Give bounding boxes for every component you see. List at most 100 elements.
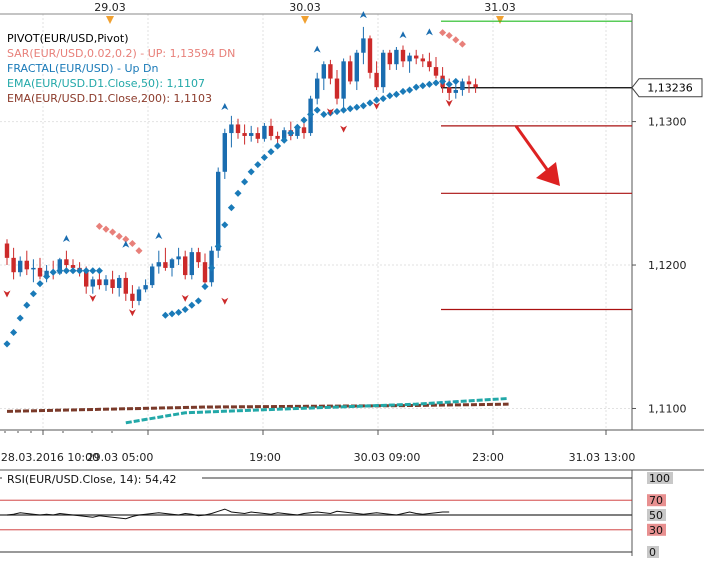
- candle-body: [249, 133, 254, 136]
- candle-body: [414, 55, 419, 59]
- candle-body: [97, 279, 102, 286]
- rsi-scale-label: 100: [649, 472, 670, 485]
- rsi-line: [6, 508, 450, 520]
- sar-dot: [82, 267, 90, 275]
- fractal-down-icon: [340, 125, 348, 133]
- fractal-down-icon: [3, 290, 11, 298]
- forecast-arrowhead-icon: [536, 162, 560, 186]
- sar-dot: [76, 267, 84, 275]
- price-tick-label: 1,1100: [648, 402, 687, 415]
- sar-dot: [333, 108, 341, 116]
- fractal-down-icon: [326, 108, 334, 116]
- sar-dot: [366, 99, 374, 107]
- sar-dot: [406, 86, 414, 94]
- rsi-scale-label: 70: [649, 494, 663, 507]
- sar-dot: [188, 301, 196, 309]
- candle-body: [31, 267, 36, 270]
- sar-dot: [62, 267, 70, 275]
- sar-dot: [267, 148, 275, 156]
- indicator-legend-entry: PIVOT(EUR/USD,Pivot): [7, 32, 129, 45]
- candle-body: [427, 61, 432, 68]
- candle-body: [136, 289, 142, 301]
- sar-dot: [280, 136, 288, 144]
- sar-dot: [95, 222, 103, 230]
- rsi-scale-badge: [647, 546, 659, 558]
- sar-dot: [181, 305, 189, 314]
- sar-dot: [36, 280, 44, 288]
- sar-dot: [452, 77, 460, 85]
- candle-body: [341, 61, 346, 99]
- candle-body: [328, 64, 333, 79]
- sar-dot: [227, 204, 235, 212]
- sar-dot: [307, 110, 315, 118]
- candle-body: [315, 78, 320, 99]
- sar-dot: [386, 92, 394, 100]
- sar-dot: [274, 142, 282, 150]
- candle-body: [381, 52, 386, 88]
- sar-dot: [313, 106, 321, 114]
- candle-body: [216, 171, 221, 251]
- fractal-down-icon: [89, 294, 97, 302]
- fractal-down-icon: [181, 294, 189, 302]
- candle-body: [282, 130, 287, 139]
- candle-body: [367, 38, 373, 73]
- sar-dot: [56, 267, 64, 275]
- rsi-scale-badge: [647, 523, 666, 536]
- sar-dot: [29, 290, 37, 298]
- sar-dot: [109, 228, 117, 236]
- candle-body: [222, 133, 227, 172]
- sar-dot: [16, 314, 24, 322]
- fractal-up-icon: [221, 102, 229, 110]
- sar-dot: [122, 235, 130, 243]
- sar-dot: [214, 242, 222, 250]
- fractal-down-icon: [445, 99, 453, 107]
- session-marker-icon: [106, 16, 114, 24]
- price-axis-area: [632, 14, 704, 430]
- candle-body: [295, 127, 300, 136]
- candle-body: [374, 72, 379, 88]
- candle-body: [400, 49, 406, 62]
- candle-body: [466, 81, 472, 85]
- candle-body: [348, 61, 353, 82]
- sar-dot: [95, 267, 103, 275]
- sar-dot: [379, 95, 387, 103]
- fractal-up-icon: [399, 31, 407, 39]
- candle-body: [130, 293, 135, 301]
- candle-body: [103, 279, 109, 286]
- candle-body: [163, 262, 168, 268]
- candle-body: [301, 127, 307, 134]
- fractal-up-icon: [425, 28, 433, 36]
- candle-body: [394, 49, 399, 65]
- sar-dot: [412, 83, 420, 91]
- sar-dot: [392, 90, 400, 98]
- candle-body: [453, 90, 458, 93]
- candle-body: [156, 262, 161, 267]
- candle-body: [387, 52, 392, 65]
- candle-body: [183, 256, 188, 276]
- session-marker-icon: [301, 16, 309, 24]
- sar-dot: [260, 153, 268, 161]
- sar-dot: [320, 110, 328, 118]
- candle-body: [433, 67, 439, 76]
- candle-body: [64, 259, 69, 266]
- sar-dot: [346, 105, 354, 113]
- sar-dot: [23, 301, 31, 309]
- sar-dot: [3, 340, 11, 348]
- sar-dot: [115, 232, 123, 240]
- candle-body: [117, 277, 122, 288]
- candle-body: [447, 87, 452, 93]
- sar-dot: [445, 80, 453, 88]
- candle-body: [275, 135, 280, 139]
- sar-dot: [135, 247, 143, 255]
- sar-dot: [10, 328, 18, 336]
- ema200-line: [6, 402, 509, 413]
- candle-body: [334, 78, 340, 99]
- time-axis-label: 29.03 05:00: [87, 451, 154, 464]
- sar-dot: [208, 264, 216, 272]
- sar-dot: [340, 106, 348, 114]
- candle-body: [235, 124, 241, 134]
- candle-body: [242, 133, 247, 136]
- fractal-down-icon: [373, 102, 381, 110]
